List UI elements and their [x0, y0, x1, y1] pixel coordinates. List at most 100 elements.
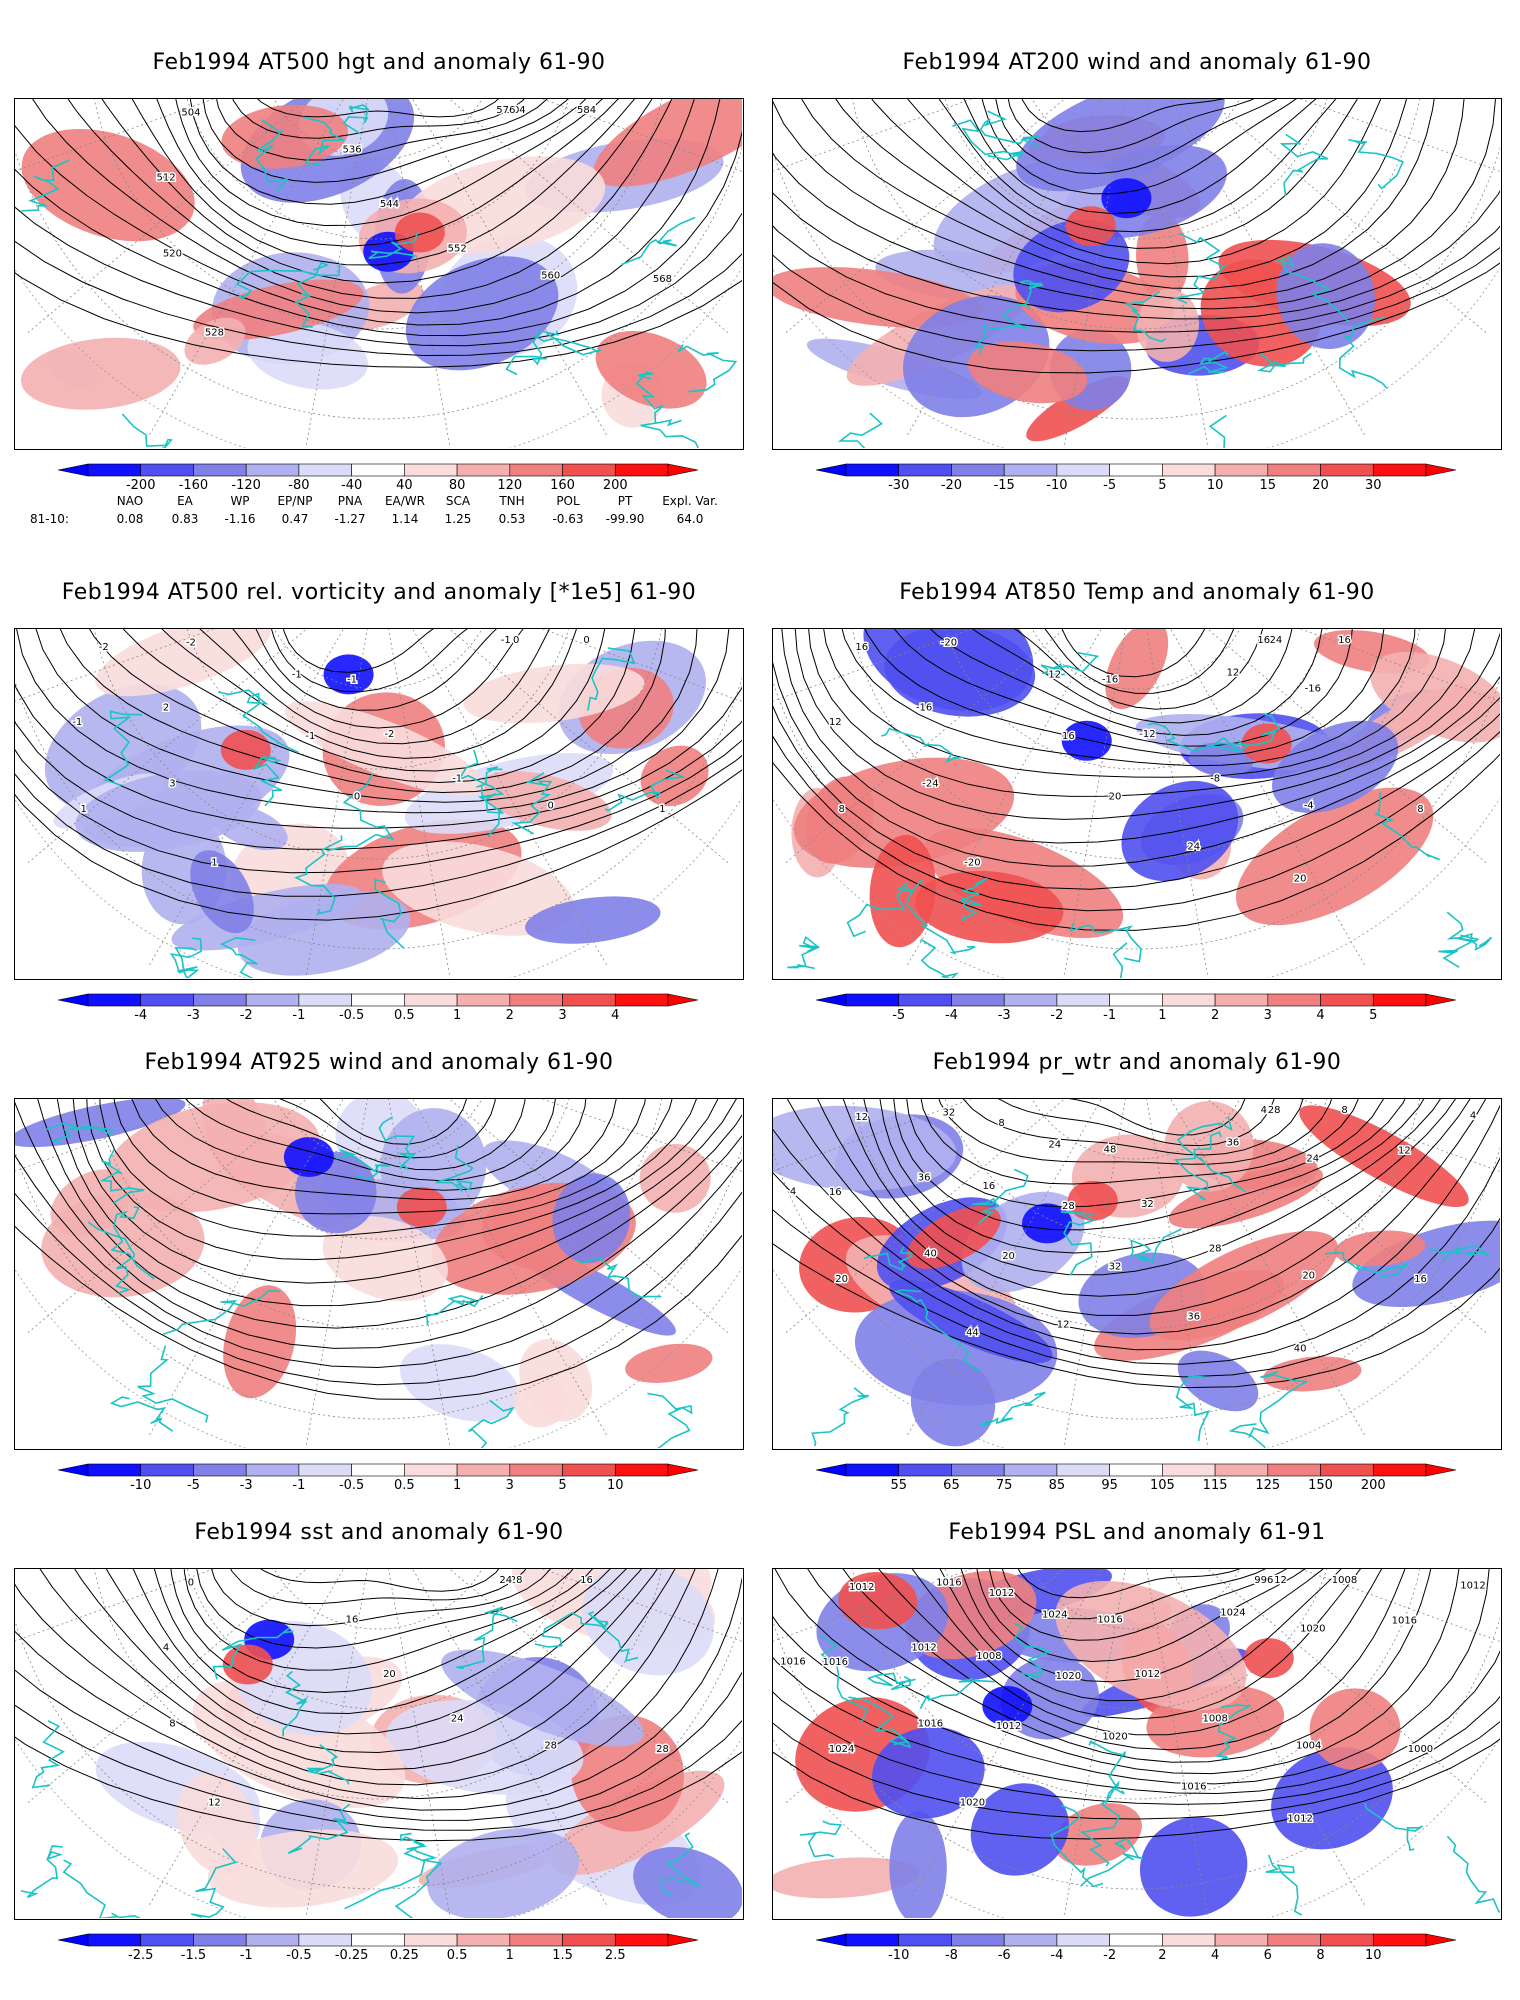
coastline-segment — [121, 413, 173, 448]
contour-line — [971, 629, 1293, 724]
colorbar-swatch — [951, 1933, 1005, 1947]
anomaly-blob — [933, 158, 1117, 275]
colorbar-tick-label: -30 — [888, 478, 909, 493]
colorbar-arrow-low — [57, 993, 89, 1007]
contour-label: 0 — [188, 1578, 194, 1589]
latitude-circle — [15, 1616, 742, 1890]
anomaly-blob — [432, 1182, 636, 1295]
anomaly-blob — [1042, 115, 1166, 160]
colorbar-swatch — [351, 1463, 405, 1477]
contour-label: 40 — [1294, 1343, 1307, 1354]
contour-line — [773, 1721, 1500, 1820]
colorbar-swatch — [614, 993, 669, 1007]
anomaly-blob — [41, 1191, 205, 1298]
polar-map: 28 0 4 8 12 16 20 24 28 28 24 16 — [14, 1568, 744, 1920]
coastline-segment — [1348, 138, 1404, 190]
colorbar-tick-label: 120 — [497, 478, 522, 493]
anomaly-blob — [904, 1570, 1037, 1660]
contour-line — [773, 1691, 1500, 1805]
contour-line — [893, 629, 1353, 747]
contour-label: 16 — [983, 1181, 996, 1192]
contour-label: 552 — [448, 243, 467, 254]
contour-label: 16 — [1338, 635, 1351, 646]
anomaly-blob — [640, 745, 709, 807]
latitude-circle — [93, 99, 663, 330]
colorbar-swatch — [1267, 463, 1321, 477]
meridian — [147, 1569, 344, 1908]
contour-lines — [773, 1569, 1500, 1840]
colorbar-tick-label: 4 — [1316, 1008, 1324, 1023]
coastline-segment — [137, 1345, 209, 1423]
meridian — [541, 1569, 742, 1642]
meridian — [448, 99, 731, 335]
anomaly-blob — [1263, 1356, 1362, 1392]
anomaly-blob — [321, 1168, 466, 1240]
contour-label: 1016 — [823, 1657, 848, 1668]
colorbar-tick-label: 75 — [996, 1478, 1013, 1493]
contour-line — [995, 99, 1278, 175]
meridian — [1299, 629, 1500, 702]
contour-label: 0 — [354, 791, 360, 802]
coastline-segment — [587, 1611, 639, 1662]
anomaly-blob — [427, 1828, 579, 1918]
contour-label: 536 — [342, 144, 361, 155]
colorbar-swatch — [404, 463, 458, 477]
colorbar-swatch — [140, 993, 194, 1007]
colorbar-tick-label: 80 — [449, 478, 466, 493]
coastline-segment — [1374, 792, 1441, 861]
contour-label: 1016 — [936, 1578, 961, 1589]
contour-label: 32 — [943, 1108, 956, 1119]
latitude-circle — [773, 146, 1500, 420]
contour-label: 12 — [1227, 667, 1240, 678]
coastline-segment — [1446, 911, 1493, 951]
coastline-segment — [326, 773, 395, 852]
anomaly-blob — [481, 1184, 630, 1271]
latitude-circle — [773, 1616, 1500, 1890]
coastline-segment — [1069, 922, 1142, 963]
contour-line — [1014, 629, 1264, 710]
anomaly-blob — [336, 280, 424, 331]
lat-lon-grid — [15, 1099, 742, 1448]
anomaly-blob — [525, 138, 724, 213]
contour-label: 20 — [1002, 1251, 1015, 1262]
contour-line — [319, 1099, 468, 1145]
colorbar-arrow-low — [815, 463, 847, 477]
colorbar-arrow-high — [1425, 993, 1457, 1007]
contour-line — [225, 1099, 526, 1171]
anomaly-blob — [400, 156, 606, 255]
contour-label: 12 — [1048, 669, 1061, 680]
contour-line — [773, 99, 1496, 310]
colorbar-swatch — [845, 1933, 900, 1947]
contour-label: -1 — [305, 731, 315, 742]
anomaly-blob — [1334, 1230, 1426, 1267]
polar-map — [772, 98, 1502, 450]
colorbar-swatch — [351, 463, 405, 477]
map-boundary — [773, 1737, 1500, 1918]
coastline-segment — [1446, 1835, 1500, 1913]
anomaly-blob — [961, 1191, 1085, 1293]
anomaly-blob — [907, 1578, 1030, 1681]
anomaly-blob — [209, 1790, 261, 1853]
meridian — [783, 1569, 1066, 1805]
coastline-segment — [1276, 255, 1350, 323]
anomaly-blob — [1171, 814, 1232, 880]
anomaly-blob — [552, 1173, 631, 1263]
contour-label: 8 — [1417, 804, 1423, 815]
contour-line — [156, 99, 619, 247]
colorbar-tick-label: 10 — [607, 1478, 624, 1493]
colorbar-arrow-high — [667, 463, 699, 477]
contour-line — [773, 262, 1500, 374]
contour-line — [808, 629, 1476, 797]
meridian — [541, 1099, 742, 1172]
colorbar: -2.5 -1.5 -1 -0.5 -0.25 0.25 0.5 1 1.5 2.5 — [57, 1932, 699, 1963]
anomaly-blob — [485, 274, 547, 326]
contour-line — [232, 629, 524, 729]
anomaly-blob — [405, 256, 559, 371]
contour-label: 1 — [80, 804, 86, 815]
contour-label: 24 — [1048, 1139, 1061, 1150]
anomaly-blob — [525, 896, 661, 944]
anomaly-blob — [1390, 689, 1493, 736]
contour-label: -2 — [384, 729, 394, 740]
contour-label: 512 — [157, 173, 176, 184]
contour-line — [15, 99, 721, 326]
